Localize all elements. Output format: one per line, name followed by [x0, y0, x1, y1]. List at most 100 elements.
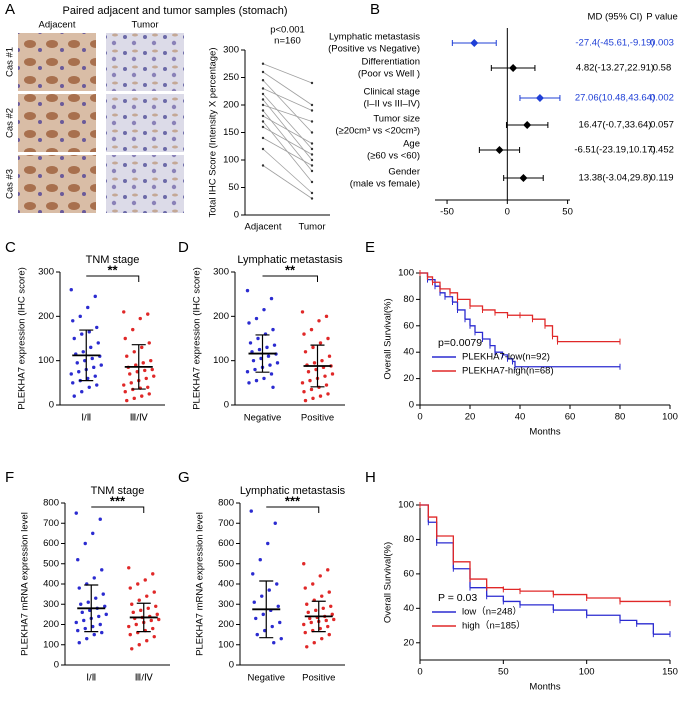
pair-line: [262, 88, 313, 111]
y-tick-label: 300: [38, 267, 54, 278]
y-tick-label: 100: [398, 268, 414, 279]
y-tick-label: 600: [218, 538, 234, 549]
data-point: [245, 288, 250, 293]
panel-label: F: [5, 469, 14, 486]
pair-line: [262, 93, 313, 150]
significance-bracket: [91, 506, 145, 513]
survival-step: [457, 298, 471, 306]
data-point: [92, 365, 96, 370]
pair-line: [262, 137, 313, 166]
value-label: 13.38(-3.04,29.8): [579, 173, 652, 184]
survival-step: [457, 309, 466, 320]
data-point: [275, 582, 279, 586]
data-point: [327, 354, 332, 358]
survival-step: [553, 593, 588, 598]
panel-title: Lymphatic metastasis: [237, 254, 343, 266]
survival-step: [520, 604, 554, 611]
pair-point: [261, 120, 265, 123]
x-tick-label: Ⅲ/Ⅳ: [135, 673, 154, 684]
data-point: [247, 381, 251, 385]
survival-step: [428, 516, 438, 536]
data-point: [146, 606, 150, 610]
survival-step: [436, 535, 454, 562]
pair-point: [310, 197, 314, 200]
data-point: [269, 372, 274, 376]
data-point: [144, 376, 148, 381]
data-point: [302, 332, 306, 336]
value-label: -6.51(-23.19,10.17): [574, 145, 655, 156]
data-point: [122, 310, 126, 314]
y-tick-label: 300: [223, 45, 239, 56]
survival-step: [435, 285, 441, 293]
x-tick-label: 0: [417, 412, 422, 423]
data-point: [330, 612, 334, 617]
data-point: [128, 586, 132, 590]
data-point: [134, 363, 138, 367]
data-point: [89, 345, 93, 350]
data-point: [266, 541, 270, 546]
survival-step: [520, 590, 554, 595]
data-point: [94, 596, 98, 600]
data-point: [143, 578, 147, 582]
data-point: [262, 376, 266, 381]
data-point: [306, 370, 311, 374]
x-tick-label: Ⅲ/Ⅳ: [130, 413, 149, 424]
survival-step: [520, 314, 534, 320]
row-label: Tumor size: [373, 114, 420, 125]
data-point: [317, 319, 321, 323]
data-point: [275, 361, 280, 365]
survival-step: [620, 600, 671, 604]
survival-step: [428, 521, 438, 543]
data-point: [255, 632, 259, 637]
data-point: [137, 643, 141, 647]
data-point: [312, 641, 316, 645]
y-tick-label: 100: [218, 639, 234, 650]
data-point: [272, 641, 276, 645]
survival-step: [586, 597, 621, 602]
x-tick-label: 40: [515, 412, 526, 423]
y-tick-label: 0: [49, 400, 54, 411]
p-value: 0.002: [650, 93, 674, 104]
data-point: [130, 602, 134, 606]
data-point: [266, 354, 271, 358]
pair-line: [262, 115, 313, 144]
pair-point: [261, 62, 265, 65]
y-tick-label: 700: [43, 518, 59, 529]
data-point: [259, 356, 263, 361]
data-point: [323, 374, 327, 378]
data-point: [97, 614, 101, 619]
data-point: [327, 632, 331, 637]
annotation: P = 0.03: [438, 592, 477, 604]
y-tick-label: 100: [43, 639, 59, 650]
pair-point: [261, 92, 265, 96]
data-point: [95, 383, 99, 387]
y-tick-label: 200: [38, 311, 54, 322]
survival-step: [450, 292, 459, 300]
image-row-label: Cas #2: [5, 108, 16, 138]
data-point: [326, 392, 330, 396]
data-point: [251, 358, 256, 363]
data-point: [147, 341, 151, 345]
value-label: -27.4(-45.61,-9.19): [575, 38, 654, 49]
data-point: [309, 327, 314, 332]
panel-label: C: [5, 239, 16, 256]
data-point: [125, 398, 129, 403]
data-point: [270, 624, 274, 629]
p-value: 0.119: [650, 173, 673, 184]
data-point: [92, 632, 96, 637]
data-point: [135, 370, 139, 374]
data-point: [125, 354, 129, 358]
significance: **: [107, 262, 118, 277]
data-point: [83, 626, 87, 631]
survival-step: [586, 614, 621, 621]
data-point: [271, 327, 275, 332]
data-point: [77, 641, 81, 645]
data-point: [90, 356, 94, 361]
pair-point: [310, 103, 314, 107]
row-label: (≥20cm³ vs <20cm³): [335, 126, 420, 137]
survival-step: [420, 504, 429, 523]
row-label: Lymphatic metastasis: [329, 32, 420, 43]
legend-label: high（n=185）: [462, 620, 526, 632]
data-point: [152, 374, 156, 378]
